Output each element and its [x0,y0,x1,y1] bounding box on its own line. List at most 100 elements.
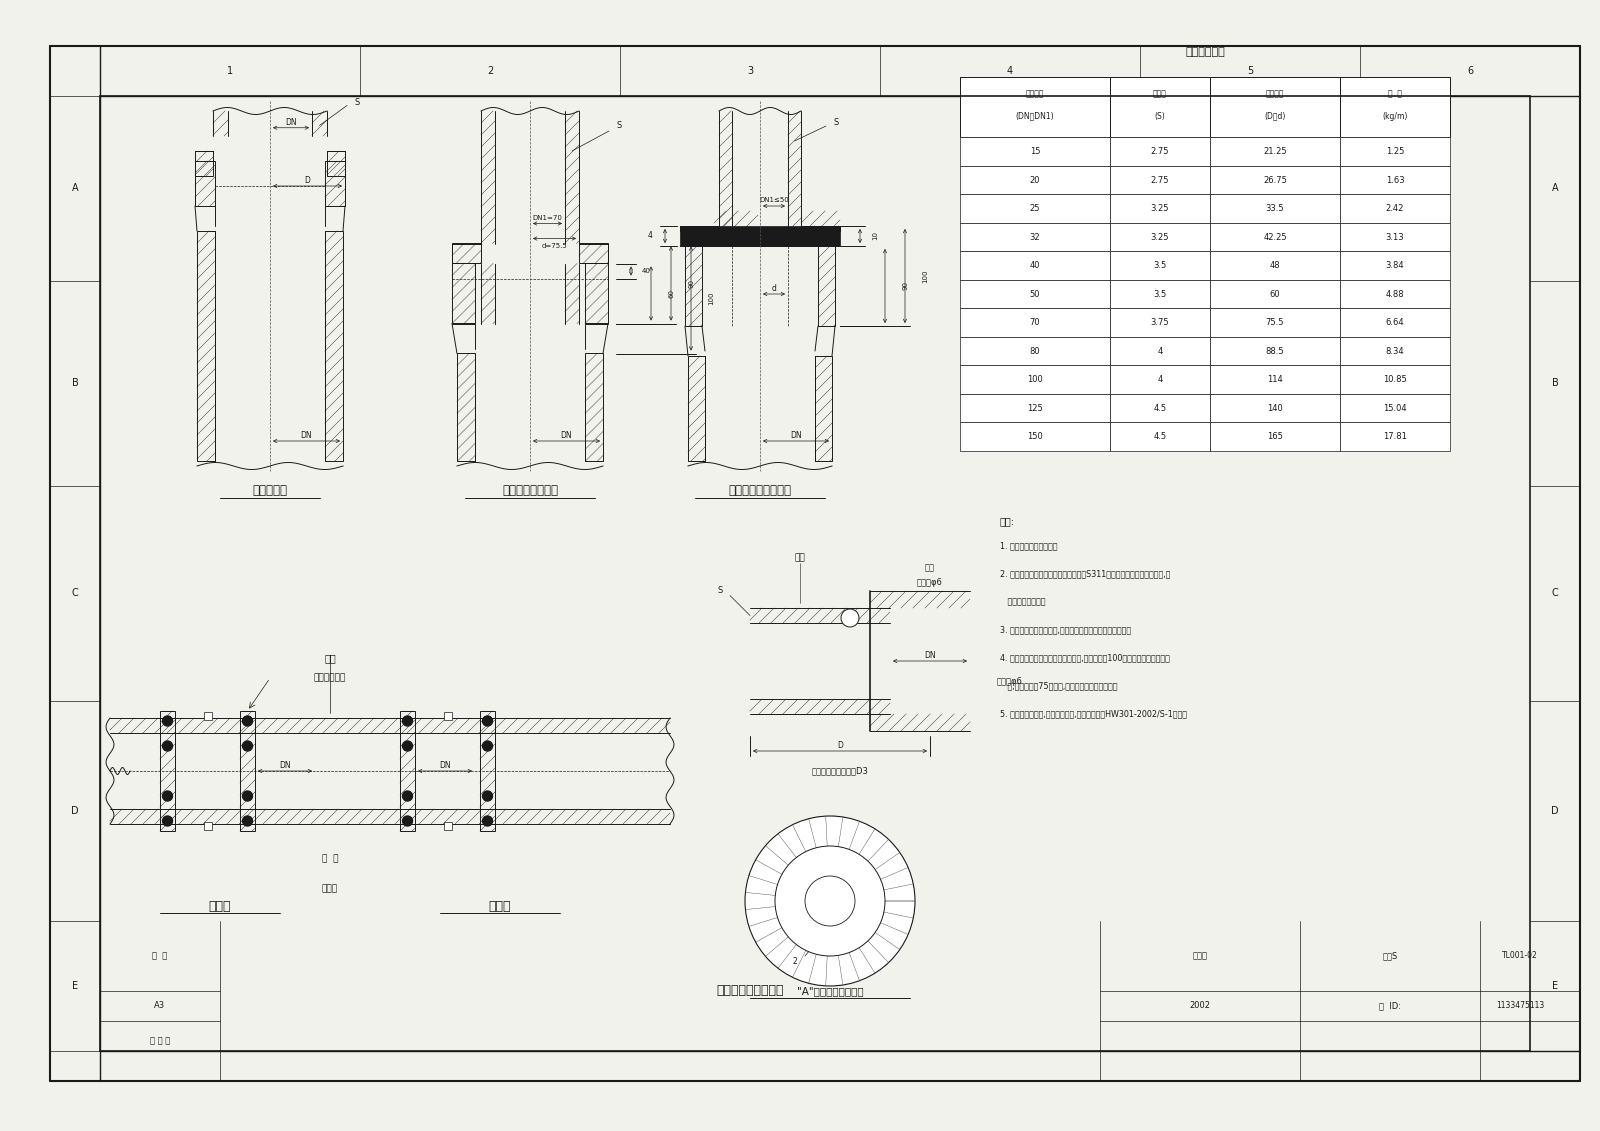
Text: 3: 3 [747,66,754,76]
Text: 变更管径套管接头: 变更管径套管接头 [502,484,558,498]
Circle shape [483,741,493,751]
Bar [203,822,211,830]
Circle shape [403,815,413,826]
Text: 3.75: 3.75 [1150,318,1170,327]
Bar [1341,166,1450,195]
Text: 钢管与铸铁管连接图: 钢管与铸铁管连接图 [717,984,784,998]
Bar [960,251,1110,280]
Text: 图号S: 图号S [1382,951,1398,960]
Bar [1110,138,1210,166]
Text: 17.81: 17.81 [1382,432,1406,441]
Text: 近似外径: 近似外径 [1266,89,1285,98]
Text: 通用图: 通用图 [1192,951,1208,960]
Text: 100: 100 [922,269,928,283]
Bar [1110,337,1210,365]
Text: 100: 100 [1027,375,1043,385]
Text: 变更管径异形平接头: 变更管径异形平接头 [728,484,792,498]
Bar [326,152,346,176]
Text: 140: 140 [1267,404,1283,413]
Text: 注注:: 注注: [1000,516,1014,526]
Text: 1.25: 1.25 [1386,147,1405,156]
Bar [1210,423,1341,451]
Text: D: D [70,806,78,815]
Text: 4.5: 4.5 [1154,404,1166,413]
Text: 75.5: 75.5 [1266,318,1285,327]
Bar [1341,195,1450,223]
Bar [1210,251,1341,280]
Bar [1210,337,1341,365]
Text: D: D [304,176,310,185]
Bar [1110,78,1210,138]
Text: 3.25: 3.25 [1150,233,1170,242]
Bar [1110,223,1210,251]
Circle shape [163,791,173,801]
Text: 42.25: 42.25 [1262,233,1286,242]
Bar [685,247,702,326]
Text: DN: DN [301,432,312,440]
Text: B: B [72,379,78,389]
Bar [1110,166,1210,195]
Bar [680,226,718,231]
Bar [680,226,840,247]
Text: 90: 90 [688,279,694,288]
Circle shape [243,815,253,826]
Text: 焊接钢管规格: 焊接钢管规格 [1186,48,1226,58]
Text: 垫  圈: 垫 圈 [322,855,338,863]
Text: 4.5: 4.5 [1154,432,1166,441]
Text: 同径管接头: 同径管接头 [253,484,288,498]
Text: E: E [1552,981,1558,991]
Text: 70: 70 [1030,318,1040,327]
Bar [443,822,451,830]
Text: A: A [1552,183,1558,193]
Text: 165: 165 [1267,432,1283,441]
Bar [1210,195,1341,223]
Text: 4: 4 [1157,375,1163,385]
Bar [453,264,475,323]
Circle shape [774,846,885,956]
Bar [960,138,1110,166]
Text: 90: 90 [902,282,909,291]
Bar [960,337,1110,365]
Text: S: S [354,98,360,107]
Text: 6.64: 6.64 [1386,318,1405,327]
Circle shape [403,791,413,801]
Text: 2.75: 2.75 [1150,147,1170,156]
Bar [1110,251,1210,280]
Bar [960,166,1110,195]
Bar [1210,280,1341,309]
Text: 4: 4 [1006,66,1013,76]
Text: 会 签 栏: 会 签 栏 [150,1036,170,1045]
Text: 4: 4 [1157,347,1163,356]
Text: 3.5: 3.5 [1154,261,1166,270]
Text: DN: DN [925,651,936,661]
Text: 2: 2 [792,957,797,966]
Circle shape [243,791,253,801]
Bar [802,226,840,231]
Text: 公称通径: 公称通径 [1026,89,1045,98]
Text: DN1≤50: DN1≤50 [758,197,789,202]
Text: 管壁厚: 管壁厚 [1154,89,1166,98]
Text: 2002: 2002 [1189,1001,1211,1010]
Bar [443,713,451,720]
Text: DN: DN [285,119,298,128]
Circle shape [403,716,413,726]
Text: 15.04: 15.04 [1382,404,1406,413]
Text: S: S [616,121,622,130]
Bar [1210,365,1341,394]
Text: 1. 本图尺寸均以毫米计。: 1. 本图尺寸均以毫米计。 [1000,541,1058,550]
Circle shape [483,791,493,801]
Text: 125: 125 [1027,404,1043,413]
Text: (D或d): (D或d) [1264,112,1286,121]
Text: 2. 与铸铁管连接的钢管法兰尺寸详图见S311号图，异管径法兰连接尺寸,按: 2. 与铸铁管连接的钢管法兰尺寸详图见S311号图，异管径法兰连接尺寸,按 [1000,569,1170,578]
Text: 10.85: 10.85 [1382,375,1406,385]
Text: (kg/m): (kg/m) [1382,112,1408,121]
Text: 1: 1 [227,66,234,76]
Text: 88.5: 88.5 [1266,347,1285,356]
Bar [240,711,254,831]
Bar [1210,223,1341,251]
Bar [960,78,1110,138]
Text: 1.63: 1.63 [1386,175,1405,184]
Bar [1341,365,1450,394]
Text: 重  量: 重 量 [1389,89,1402,98]
Text: 40: 40 [1030,261,1040,270]
